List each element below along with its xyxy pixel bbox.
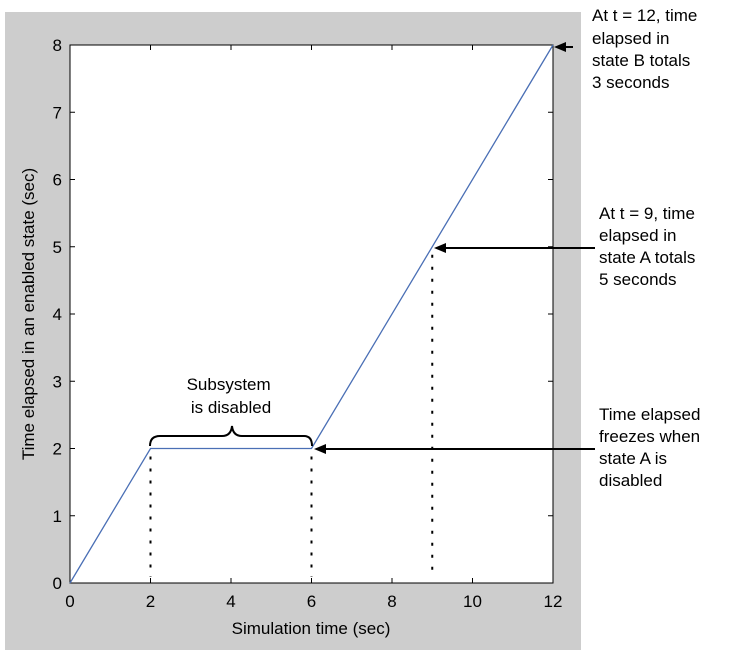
x-tick-label: 6 bbox=[307, 592, 316, 611]
y-tick-label: 1 bbox=[53, 507, 62, 526]
y-tick-label: 4 bbox=[53, 305, 62, 324]
arrowhead-freeze bbox=[314, 444, 326, 454]
x-tick-label: 10 bbox=[463, 592, 482, 611]
y-tick-label: 2 bbox=[53, 440, 62, 459]
x-tick-label: 0 bbox=[65, 592, 74, 611]
annotation-arrows bbox=[314, 42, 595, 454]
y-tick-label: 7 bbox=[53, 103, 62, 122]
series-group bbox=[69, 44, 554, 584]
annotation-freeze: Time elapsed freezes when state A is dis… bbox=[599, 405, 705, 490]
annotation-t9: At t = 9, time elapsed in state A totals… bbox=[599, 204, 700, 289]
x-tick-label: 4 bbox=[226, 592, 235, 611]
dotted-guides bbox=[149, 254, 434, 577]
y-tick-label: 8 bbox=[53, 36, 62, 55]
x-axis-title: Simulation time (sec) bbox=[232, 619, 391, 638]
y-tick-label: 3 bbox=[53, 372, 62, 391]
x-tick-labels: 0 2 4 6 8 10 12 bbox=[65, 592, 562, 611]
arrowhead-t9 bbox=[434, 243, 446, 253]
y-tick-label: 6 bbox=[53, 171, 62, 190]
disabled-brace bbox=[149, 425, 313, 447]
x-tick-label: 8 bbox=[387, 592, 396, 611]
x-tick-label: 12 bbox=[544, 592, 563, 611]
x-tick-label: 2 bbox=[146, 592, 155, 611]
annotation-t12: At t = 12, time elapsed in state B total… bbox=[592, 6, 702, 92]
brace-label: Subsystem is disabled bbox=[187, 375, 276, 417]
y-tick-label: 0 bbox=[53, 574, 62, 593]
arrowhead-t12 bbox=[554, 42, 566, 52]
y-tick-label: 5 bbox=[53, 238, 62, 257]
y-tick-labels: 0 1 2 3 4 5 6 7 8 bbox=[53, 36, 62, 593]
plot-area bbox=[69, 44, 554, 584]
y-axis-title: Time elapsed in an enabled state (sec) bbox=[19, 168, 38, 460]
series-line bbox=[69, 44, 554, 584]
